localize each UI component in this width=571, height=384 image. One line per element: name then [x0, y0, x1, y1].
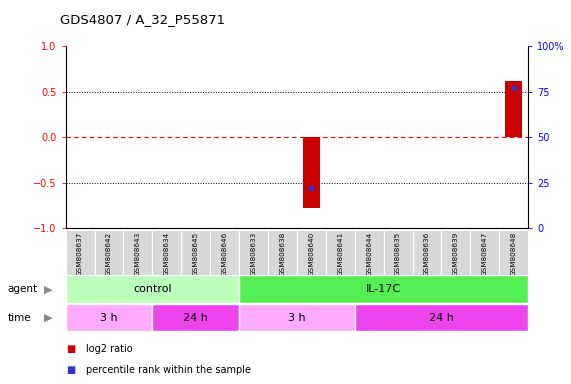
Text: GSM808642: GSM808642 — [106, 232, 112, 276]
Bar — [268, 230, 297, 275]
Bar — [441, 230, 471, 275]
Bar — [152, 304, 239, 331]
Text: GSM808645: GSM808645 — [193, 232, 199, 276]
Text: GSM808646: GSM808646 — [222, 232, 228, 276]
Bar — [66, 304, 152, 331]
Bar — [239, 230, 268, 275]
Bar — [355, 304, 528, 331]
Text: GSM808647: GSM808647 — [482, 232, 488, 276]
Text: 24 h: 24 h — [429, 313, 454, 323]
Text: percentile rank within the sample: percentile rank within the sample — [86, 365, 251, 375]
Bar — [182, 230, 210, 275]
Text: log2 ratio: log2 ratio — [86, 344, 132, 354]
Text: GSM808636: GSM808636 — [424, 232, 430, 276]
Bar — [326, 230, 355, 275]
Text: 3 h: 3 h — [288, 313, 305, 323]
Bar — [384, 230, 413, 275]
Bar — [303, 137, 320, 209]
Text: time: time — [7, 313, 31, 323]
Bar — [152, 230, 182, 275]
Text: GSM808634: GSM808634 — [164, 232, 170, 276]
Text: GSM808644: GSM808644 — [366, 232, 372, 276]
Text: GSM808635: GSM808635 — [395, 232, 401, 276]
Text: GDS4807 / A_32_P55871: GDS4807 / A_32_P55871 — [60, 13, 225, 26]
Text: GSM808648: GSM808648 — [510, 232, 517, 276]
Text: GSM808639: GSM808639 — [453, 232, 459, 276]
Text: GSM808637: GSM808637 — [77, 232, 83, 276]
Bar — [66, 275, 239, 303]
Bar — [505, 81, 522, 137]
Bar — [355, 230, 384, 275]
Bar — [210, 230, 239, 275]
Text: ▶: ▶ — [44, 284, 53, 294]
Bar — [413, 230, 441, 275]
Bar — [66, 230, 95, 275]
Text: control: control — [133, 284, 172, 294]
Text: ▶: ▶ — [44, 313, 53, 323]
Text: GSM808641: GSM808641 — [337, 232, 343, 276]
Bar — [499, 230, 528, 275]
Text: GSM808633: GSM808633 — [251, 232, 256, 276]
Bar — [123, 230, 152, 275]
Bar — [471, 230, 499, 275]
Text: IL-17C: IL-17C — [366, 284, 401, 294]
Bar — [239, 304, 355, 331]
Text: GSM808640: GSM808640 — [308, 232, 315, 276]
Text: 24 h: 24 h — [183, 313, 208, 323]
Text: GSM808643: GSM808643 — [135, 232, 141, 276]
Text: agent: agent — [7, 284, 38, 294]
Bar — [297, 230, 326, 275]
Text: ■: ■ — [66, 365, 75, 375]
Text: 3 h: 3 h — [100, 313, 118, 323]
Text: GSM808638: GSM808638 — [279, 232, 286, 276]
Bar — [239, 275, 528, 303]
Bar — [95, 230, 123, 275]
Text: ■: ■ — [66, 344, 75, 354]
